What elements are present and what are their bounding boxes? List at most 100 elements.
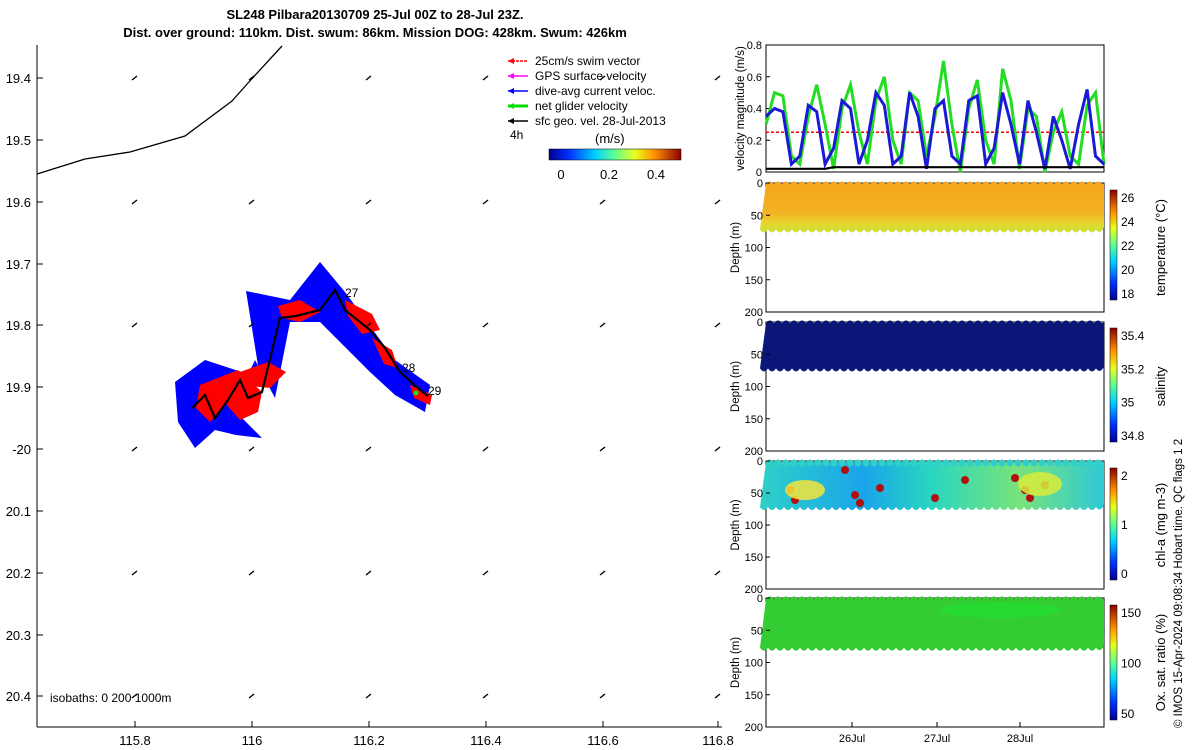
legend-label: dive-avg current veloc. xyxy=(535,84,656,98)
geo-velocity-arrow xyxy=(248,446,255,452)
section-colorbar xyxy=(1109,189,1118,301)
profile-marker xyxy=(958,181,966,189)
profile-marker xyxy=(990,596,998,604)
profile-marker xyxy=(838,596,846,604)
colorbar-tick-label: 0 xyxy=(1121,567,1128,581)
profile-marker xyxy=(1078,459,1086,467)
profile-marker xyxy=(838,181,846,189)
profile-marker xyxy=(1046,459,1054,467)
profile-marker xyxy=(822,181,830,189)
profile-marker xyxy=(1062,181,1070,189)
depth-y-axis-label: Depth (m) xyxy=(730,361,742,412)
track-day-label: 29 xyxy=(428,384,442,398)
legend-label: 25cm/s swim vector xyxy=(535,54,640,68)
profile-marker xyxy=(902,459,910,467)
depth-y-tick-label: 200 xyxy=(745,307,763,319)
profile-marker xyxy=(910,320,918,328)
map-y-tick-label: 20.2 xyxy=(6,566,31,581)
profile-marker xyxy=(830,181,838,189)
profile-marker xyxy=(926,459,934,467)
chl-high-marker xyxy=(841,466,849,474)
profile-marker xyxy=(862,320,870,328)
profile-marker xyxy=(822,459,830,467)
profile-marker xyxy=(1062,459,1070,467)
geo-velocity-arrow xyxy=(365,199,372,205)
profile-marker xyxy=(870,596,878,604)
profile-marker xyxy=(862,181,870,189)
profile-marker xyxy=(782,181,790,189)
profile-marker xyxy=(1014,596,1022,604)
depth-y-tick-label: 150 xyxy=(745,690,763,702)
date-tick-label: 27Jul xyxy=(924,733,950,745)
geo-velocity-arrow xyxy=(482,570,489,576)
profile-marker xyxy=(846,181,854,189)
profile-marker xyxy=(982,320,990,328)
velocity-y-tick-label: 0.2 xyxy=(747,135,762,147)
profile-marker xyxy=(1046,320,1054,328)
profile-marker xyxy=(1014,320,1022,328)
date-tick-label: 26Jul xyxy=(839,733,865,745)
profile-marker xyxy=(934,320,942,328)
profile-marker xyxy=(974,181,982,189)
depth-y-tick-label: 50 xyxy=(751,625,763,637)
velocity-y-tick-label: 0.8 xyxy=(747,40,762,52)
profile-marker xyxy=(1086,181,1094,189)
profile-marker xyxy=(1086,596,1094,604)
profile-marker xyxy=(926,181,934,189)
profile-marker xyxy=(862,459,870,467)
geo-velocity-arrow xyxy=(599,570,606,576)
swim-vector-swath-5 xyxy=(372,338,398,368)
geo-velocity-arrows xyxy=(131,75,721,699)
map-y-tick-label: 20.3 xyxy=(6,628,31,643)
date-tick-label: 28Jul xyxy=(1007,733,1033,745)
depth-y-tick-label: 200 xyxy=(745,446,763,458)
profile-marker xyxy=(822,596,830,604)
profile-marker xyxy=(1070,596,1078,604)
interval-label: 4h xyxy=(510,128,523,142)
depth-y-tick-label: 0 xyxy=(757,317,763,329)
colorbar-tick-label: 0.4 xyxy=(647,167,665,182)
profile-marker xyxy=(1022,596,1030,604)
geo-velocity-arrow xyxy=(482,75,489,81)
profile-marker xyxy=(782,320,790,328)
profile-marker xyxy=(1094,459,1102,467)
geo-velocity-arrow xyxy=(131,570,138,576)
depth-y-tick-label: 100 xyxy=(745,382,763,394)
section-colorbar xyxy=(1109,604,1118,721)
profile-marker xyxy=(806,181,814,189)
profile-marker xyxy=(1038,596,1046,604)
profile-marker xyxy=(894,181,902,189)
profile-marker xyxy=(838,320,846,328)
swim-vector-swath-1 xyxy=(196,370,262,422)
profile-marker xyxy=(798,459,806,467)
colorbar-tick-label: 0.2 xyxy=(600,167,618,182)
profile-marker xyxy=(918,459,926,467)
geo-velocity-arrow xyxy=(131,446,138,452)
map-x-tick-label: 116.2 xyxy=(353,733,385,748)
map-y-tick-label: 19.8 xyxy=(6,318,31,333)
legend-arrowhead xyxy=(508,118,514,124)
profile-marker xyxy=(1046,596,1054,604)
colorbar-tick-label: 150 xyxy=(1121,606,1141,620)
profile-marker xyxy=(1038,320,1046,328)
glider-position-marker xyxy=(413,390,419,396)
colorbar-tick-label: 20 xyxy=(1121,263,1135,277)
swim-vector-swath-4 xyxy=(345,300,380,334)
swim-vector-swath-6 xyxy=(410,385,432,405)
map-y-tick-label: 19.9 xyxy=(6,380,31,395)
profile-marker xyxy=(886,181,894,189)
profile-marker xyxy=(782,596,790,604)
profile-marker xyxy=(966,596,974,604)
geo-velocity-arrow xyxy=(248,199,255,205)
depth-section-panel: 0 50 100 150 200 Depth (m) 0 1 2 chl-a (mg m-3) xyxy=(730,456,1168,596)
map-y-tick-label: 20.4 xyxy=(6,689,31,704)
geo-velocity-arrow xyxy=(248,693,255,699)
profile-marker xyxy=(870,181,878,189)
profile-marker xyxy=(1078,181,1086,189)
map-y-tick-label: 19.6 xyxy=(6,195,31,210)
depth-y-tick-label: 0 xyxy=(757,593,763,605)
geo-velocity-arrow xyxy=(482,322,489,328)
legend-arrowhead xyxy=(508,73,514,79)
depth-y-tick-label: 50 xyxy=(751,488,763,500)
legend-label: GPS surface velocity xyxy=(535,69,646,83)
